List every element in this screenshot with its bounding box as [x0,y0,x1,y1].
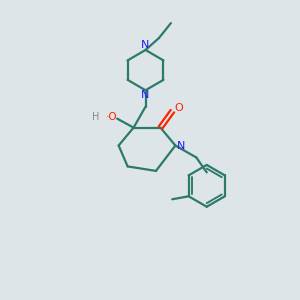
Text: N: N [141,90,150,100]
Text: H: H [92,112,99,122]
Text: N: N [177,140,185,151]
Text: N: N [141,40,150,50]
Text: ·O: ·O [106,112,117,122]
Text: O: O [174,103,183,113]
